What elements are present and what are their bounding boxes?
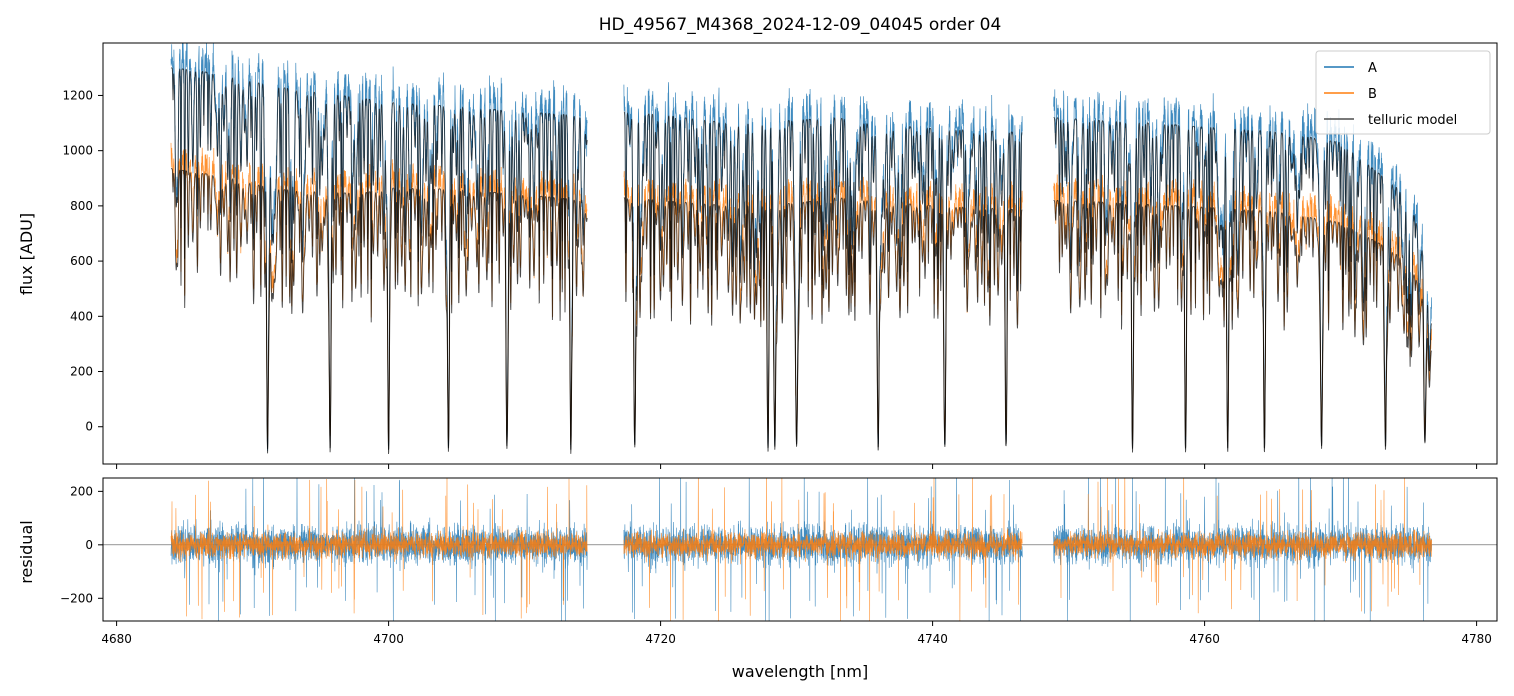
telluric-model-line-b-segment-1 (170, 168, 588, 450)
telluric-model-line-b-segment-3 (1053, 199, 1432, 449)
residual-y-axis-label: residual (17, 520, 36, 583)
x-tick-label: 4760 (1189, 632, 1220, 646)
legend-box (1315, 50, 1491, 135)
flux-y-tick-label: 1000 (62, 144, 93, 158)
legend-label-telluric-model: telluric model (1368, 113, 1457, 128)
x-tick-label: 4700 (373, 632, 404, 646)
flux-x-ticks (116, 464, 1478, 469)
x-tick-label: 4680 (101, 632, 132, 646)
flux-y-tick-label: 200 (70, 365, 93, 379)
residual-axes-frame (102, 477, 1498, 622)
residual-y-tick-label: −200 (60, 591, 93, 605)
legend-label-a: A (1368, 61, 1377, 76)
x-tick-label: 4780 (1461, 632, 1492, 646)
flux-panel: 0 200 400 600 800 1000 1200 flux [ADU] A B tel… (17, 42, 1498, 469)
residual-x-ticks: 4680 4700 4720 4740 4760 4780 (101, 621, 1492, 646)
flux-y-ticks: 0 200 400 600 800 1000 1200 (62, 88, 103, 434)
flux-y-tick-label: 1200 (62, 88, 93, 102)
residual-y-tick-label: 200 (70, 484, 93, 498)
flux-y-tick-label: 600 (70, 254, 93, 268)
flux-y-tick-label: 0 (85, 420, 93, 434)
legend: A B telluric model (1315, 50, 1491, 135)
flux-plot-area (170, 43, 1432, 455)
residual-y-ticks: −200 0 200 (60, 484, 103, 605)
residual-y-tick-label: 0 (85, 538, 93, 552)
residual-series-b-line (170, 478, 1432, 621)
x-tick-label: 4720 (645, 632, 676, 646)
telluric-model-line-b-segment-2 (623, 197, 1023, 449)
telluric-model-line-a-segment-1 (170, 67, 588, 455)
x-axis-label: wavelength [nm] (732, 662, 869, 681)
flux-axes-frame (102, 42, 1498, 465)
x-tick-label: 4740 (917, 632, 948, 646)
flux-y-tick-label: 800 (70, 199, 93, 213)
chart-title: HD_49567_M4368_2024-12-09_04045 order 04 (599, 15, 1002, 35)
flux-y-axis-label: flux [ADU] (17, 213, 36, 295)
telluric-model-line-a-segment-3 (1053, 117, 1432, 453)
legend-label-b: B (1368, 87, 1377, 102)
flux-y-tick-label: 400 (70, 309, 93, 323)
residual-plot-area (103, 478, 1497, 621)
residual-panel: 4680 4700 4720 4740 4760 4780 −200 0 200 residu… (17, 477, 1498, 681)
